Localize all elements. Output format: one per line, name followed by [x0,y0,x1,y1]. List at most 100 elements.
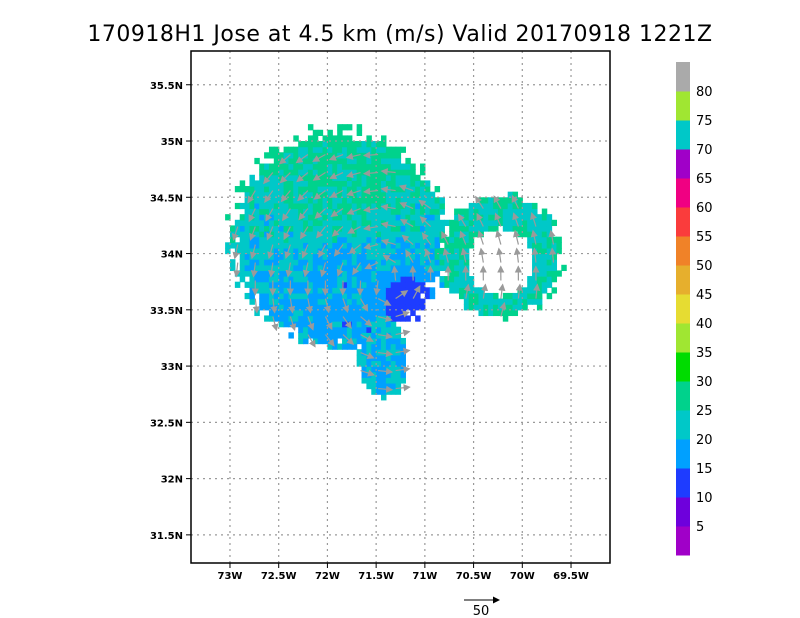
wind-cell [454,236,460,243]
wind-cell [244,186,251,193]
wind-cell [424,253,431,260]
wind-cell [541,264,548,272]
wind-vector [478,247,486,263]
wind-cell [449,219,455,227]
wind-cell [244,236,251,243]
wind-cell [449,242,455,249]
wind-cell [366,326,372,333]
wind-cell [264,163,270,170]
wind-cell [376,169,382,176]
wind-cell [458,236,465,243]
wind-vector [418,199,432,210]
colorbar-bin [676,468,690,498]
wind-cell [541,270,548,277]
wind-cell [468,298,475,305]
wind-cell [410,304,416,311]
wind-cell [283,146,290,153]
wind-vector [459,230,467,245]
wind-cell [346,264,353,272]
wind-cell [283,219,290,227]
wind-vector [307,316,315,331]
wind-cell [337,287,343,294]
wind-cell [381,388,387,395]
wind-cell [317,309,324,317]
wind-cell [366,197,372,204]
wind-vector [283,226,291,241]
wind-cell [327,298,333,305]
wind-cell [546,253,553,260]
wind-cell [288,236,294,243]
wind-cell [434,270,441,277]
y-tick-label: 34.5N [150,193,183,204]
wind-cell [254,186,260,193]
wind-cell [546,225,553,232]
wind-cell [415,180,421,187]
wind-cell [293,174,299,182]
wind-cell [351,343,358,350]
wind-cell [249,281,255,288]
wind-cell [502,208,509,215]
wind-cell [312,180,319,187]
wind-cell [332,259,338,266]
wind-cell [415,208,421,215]
wind-cell [366,163,372,170]
wind-vector [380,168,396,176]
wind-cell [317,157,324,165]
wind-cell [356,202,363,210]
wind-vector [381,238,396,246]
wind-cell [332,276,338,283]
wind-cell [385,208,392,215]
wind-cell [356,174,363,182]
wind-vector [345,171,361,179]
wind-cell [317,281,324,288]
wind-cell [361,202,367,210]
wind-cell [268,174,275,182]
wind-cell [273,197,280,204]
wind-cell [312,208,319,215]
wind-cell [502,202,509,210]
wind-cell [356,208,363,215]
wind-cell [264,298,270,305]
wind-cell [244,242,251,249]
wind-cell [307,197,314,204]
wind-cell [244,264,251,272]
wind-cell [381,343,387,350]
colorbar-label: 55 [696,230,713,245]
wind-cell [463,225,470,232]
wind-cell [385,360,392,367]
wind-cell [381,141,387,148]
wind-cell [288,186,294,193]
wind-cell [419,264,426,272]
wind-cell [283,281,290,288]
wind-cell [536,231,543,238]
wind-cell [497,298,504,305]
wind-cell [493,309,499,317]
wind-cell [400,377,406,384]
wind-cell [239,259,246,266]
wind-cell [502,197,509,204]
wind-cell [264,287,270,294]
wind-cell [522,304,528,311]
wind-vector [442,247,450,263]
wind-cell [527,236,533,243]
wind-cell [244,202,251,210]
wind-cell [298,253,304,260]
y-tick-label: 35N [161,137,183,148]
wind-cell [449,281,455,288]
wind-speed-cells [225,124,567,401]
wind-cell [303,332,309,339]
wind-cell [327,270,333,277]
wind-cell [337,197,343,204]
wind-cell [454,242,460,249]
wind-vector [360,298,369,312]
wind-vector [395,347,411,355]
wind-cell [288,146,294,153]
wind-cell [424,270,431,277]
wind-cell [317,276,324,283]
wind-cell [395,326,402,333]
wind-cell [483,304,489,311]
wind-cell [410,287,416,294]
wind-cell [536,214,543,221]
wind-cell [381,270,387,277]
wind-cell [298,292,304,300]
